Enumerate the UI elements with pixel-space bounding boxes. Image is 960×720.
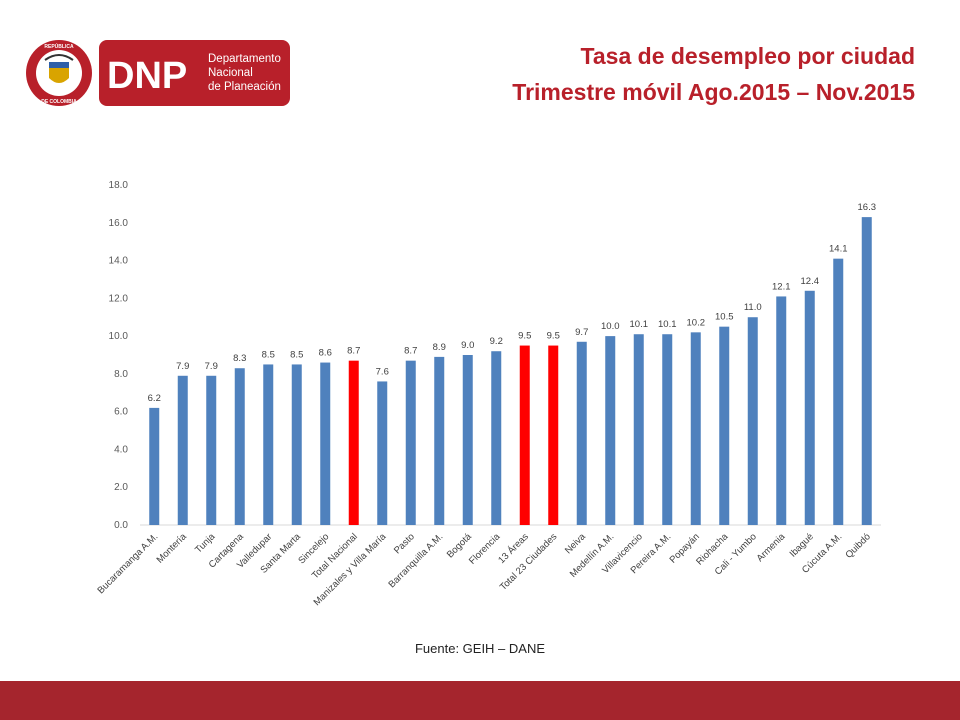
y-tick-label: 4.0	[114, 444, 128, 455]
bar	[605, 336, 616, 525]
bar	[576, 341, 587, 525]
bar	[833, 258, 844, 525]
data-label: 12.1	[772, 281, 791, 292]
bar	[548, 345, 559, 525]
x-tick-label: Neiva	[563, 531, 588, 556]
data-label: 8.5	[290, 349, 303, 360]
data-label: 7.9	[205, 361, 218, 372]
data-label: 7.6	[376, 366, 389, 377]
data-label: 11.0	[744, 302, 762, 313]
bar	[405, 360, 416, 525]
bar	[348, 360, 359, 525]
bar	[491, 351, 502, 525]
bar	[633, 334, 644, 525]
data-label: 8.3	[233, 353, 246, 364]
bar	[519, 345, 530, 525]
y-tick-label: 10.0	[109, 331, 129, 342]
bar	[177, 375, 188, 525]
colombia-seal-icon	[26, 40, 92, 106]
x-tick-label: Barranquilla A.M.	[386, 531, 445, 590]
bar	[434, 356, 445, 525]
bar	[719, 326, 730, 525]
data-label: 9.5	[547, 331, 560, 342]
x-tick-label: Pasto	[392, 531, 417, 556]
dnp-logo: REPÚBLICA DE COLOMBIA DNP Departamento N…	[26, 40, 290, 106]
footer-band	[0, 681, 960, 720]
data-label: 8.5	[262, 349, 275, 360]
data-label: 8.7	[347, 346, 360, 357]
title-line-1: Tasa de desempleo por ciudad	[580, 43, 915, 69]
data-label: 7.9	[176, 361, 189, 372]
bar	[662, 334, 673, 525]
data-label: 16.3	[858, 202, 877, 213]
y-tick-label: 16.0	[109, 218, 129, 229]
y-tick-label: 14.0	[109, 256, 129, 267]
unemployment-bar-chart: 0.0 2.0 4.0 6.0 8.0 10.0 12.0 14.0 16.0 18.0 6.2 Bu…	[95, 180, 881, 608]
x-tick-label: Bucaramanga A.M.	[95, 531, 160, 596]
dnp-line-1: Departamento	[208, 53, 281, 65]
y-tick-label: 2.0	[114, 482, 128, 493]
data-label: 10.2	[687, 317, 706, 328]
data-label: 8.9	[433, 342, 446, 353]
data-label: 9.2	[490, 336, 503, 347]
data-label: 9.7	[575, 327, 588, 338]
x-tick-label: Quibdó	[843, 531, 872, 560]
y-tick-label: 12.0	[109, 293, 129, 304]
data-label: 10.1	[658, 319, 677, 330]
bar	[776, 296, 787, 525]
data-label: 9.0	[461, 340, 474, 351]
data-label: 12.4	[801, 276, 820, 287]
data-label: 10.5	[715, 312, 734, 323]
data-label: 10.0	[601, 321, 620, 332]
dnp-brand: DNP	[107, 55, 187, 97]
dnp-line-2: Nacional	[208, 67, 253, 79]
data-label: 9.5	[518, 331, 531, 342]
bar	[263, 364, 274, 525]
bar	[320, 362, 331, 525]
y-tick-label: 0.0	[114, 520, 128, 531]
bar	[747, 317, 758, 525]
y-tick-label: 6.0	[114, 407, 128, 418]
bar	[377, 381, 388, 525]
bar	[149, 407, 160, 525]
seal-text-bottom: DE COLOMBIA	[41, 99, 77, 105]
source-note: Fuente: GEIH – DANE	[414, 641, 546, 656]
y-tick-label: 8.0	[114, 369, 128, 380]
slide-title: Tasa de desempleo por ciudad Trimestre m…	[512, 38, 915, 110]
x-tick-label: Tunja	[193, 531, 218, 556]
bar	[690, 332, 701, 525]
bar	[804, 290, 815, 525]
bar	[206, 375, 217, 525]
bar	[861, 217, 872, 525]
title-line-2: Trimestre móvil Ago.2015 – Nov.2015	[512, 79, 915, 105]
data-label: 6.2	[148, 393, 161, 404]
data-label: 8.7	[404, 346, 417, 357]
seal-text-top: REPÚBLICA	[44, 43, 74, 50]
x-tick-label: Florencia	[467, 531, 503, 567]
data-label: 14.1	[829, 244, 848, 255]
bar	[462, 355, 473, 525]
y-tick-label: 18.0	[109, 180, 129, 191]
bar	[234, 368, 245, 525]
bar	[291, 364, 302, 525]
data-label: 10.1	[630, 319, 649, 330]
dnp-line-3: de Planeación	[208, 81, 281, 93]
x-tick-label: Montería	[155, 531, 190, 566]
data-label: 8.6	[319, 348, 332, 359]
x-tick-label: Armenia	[755, 531, 788, 564]
